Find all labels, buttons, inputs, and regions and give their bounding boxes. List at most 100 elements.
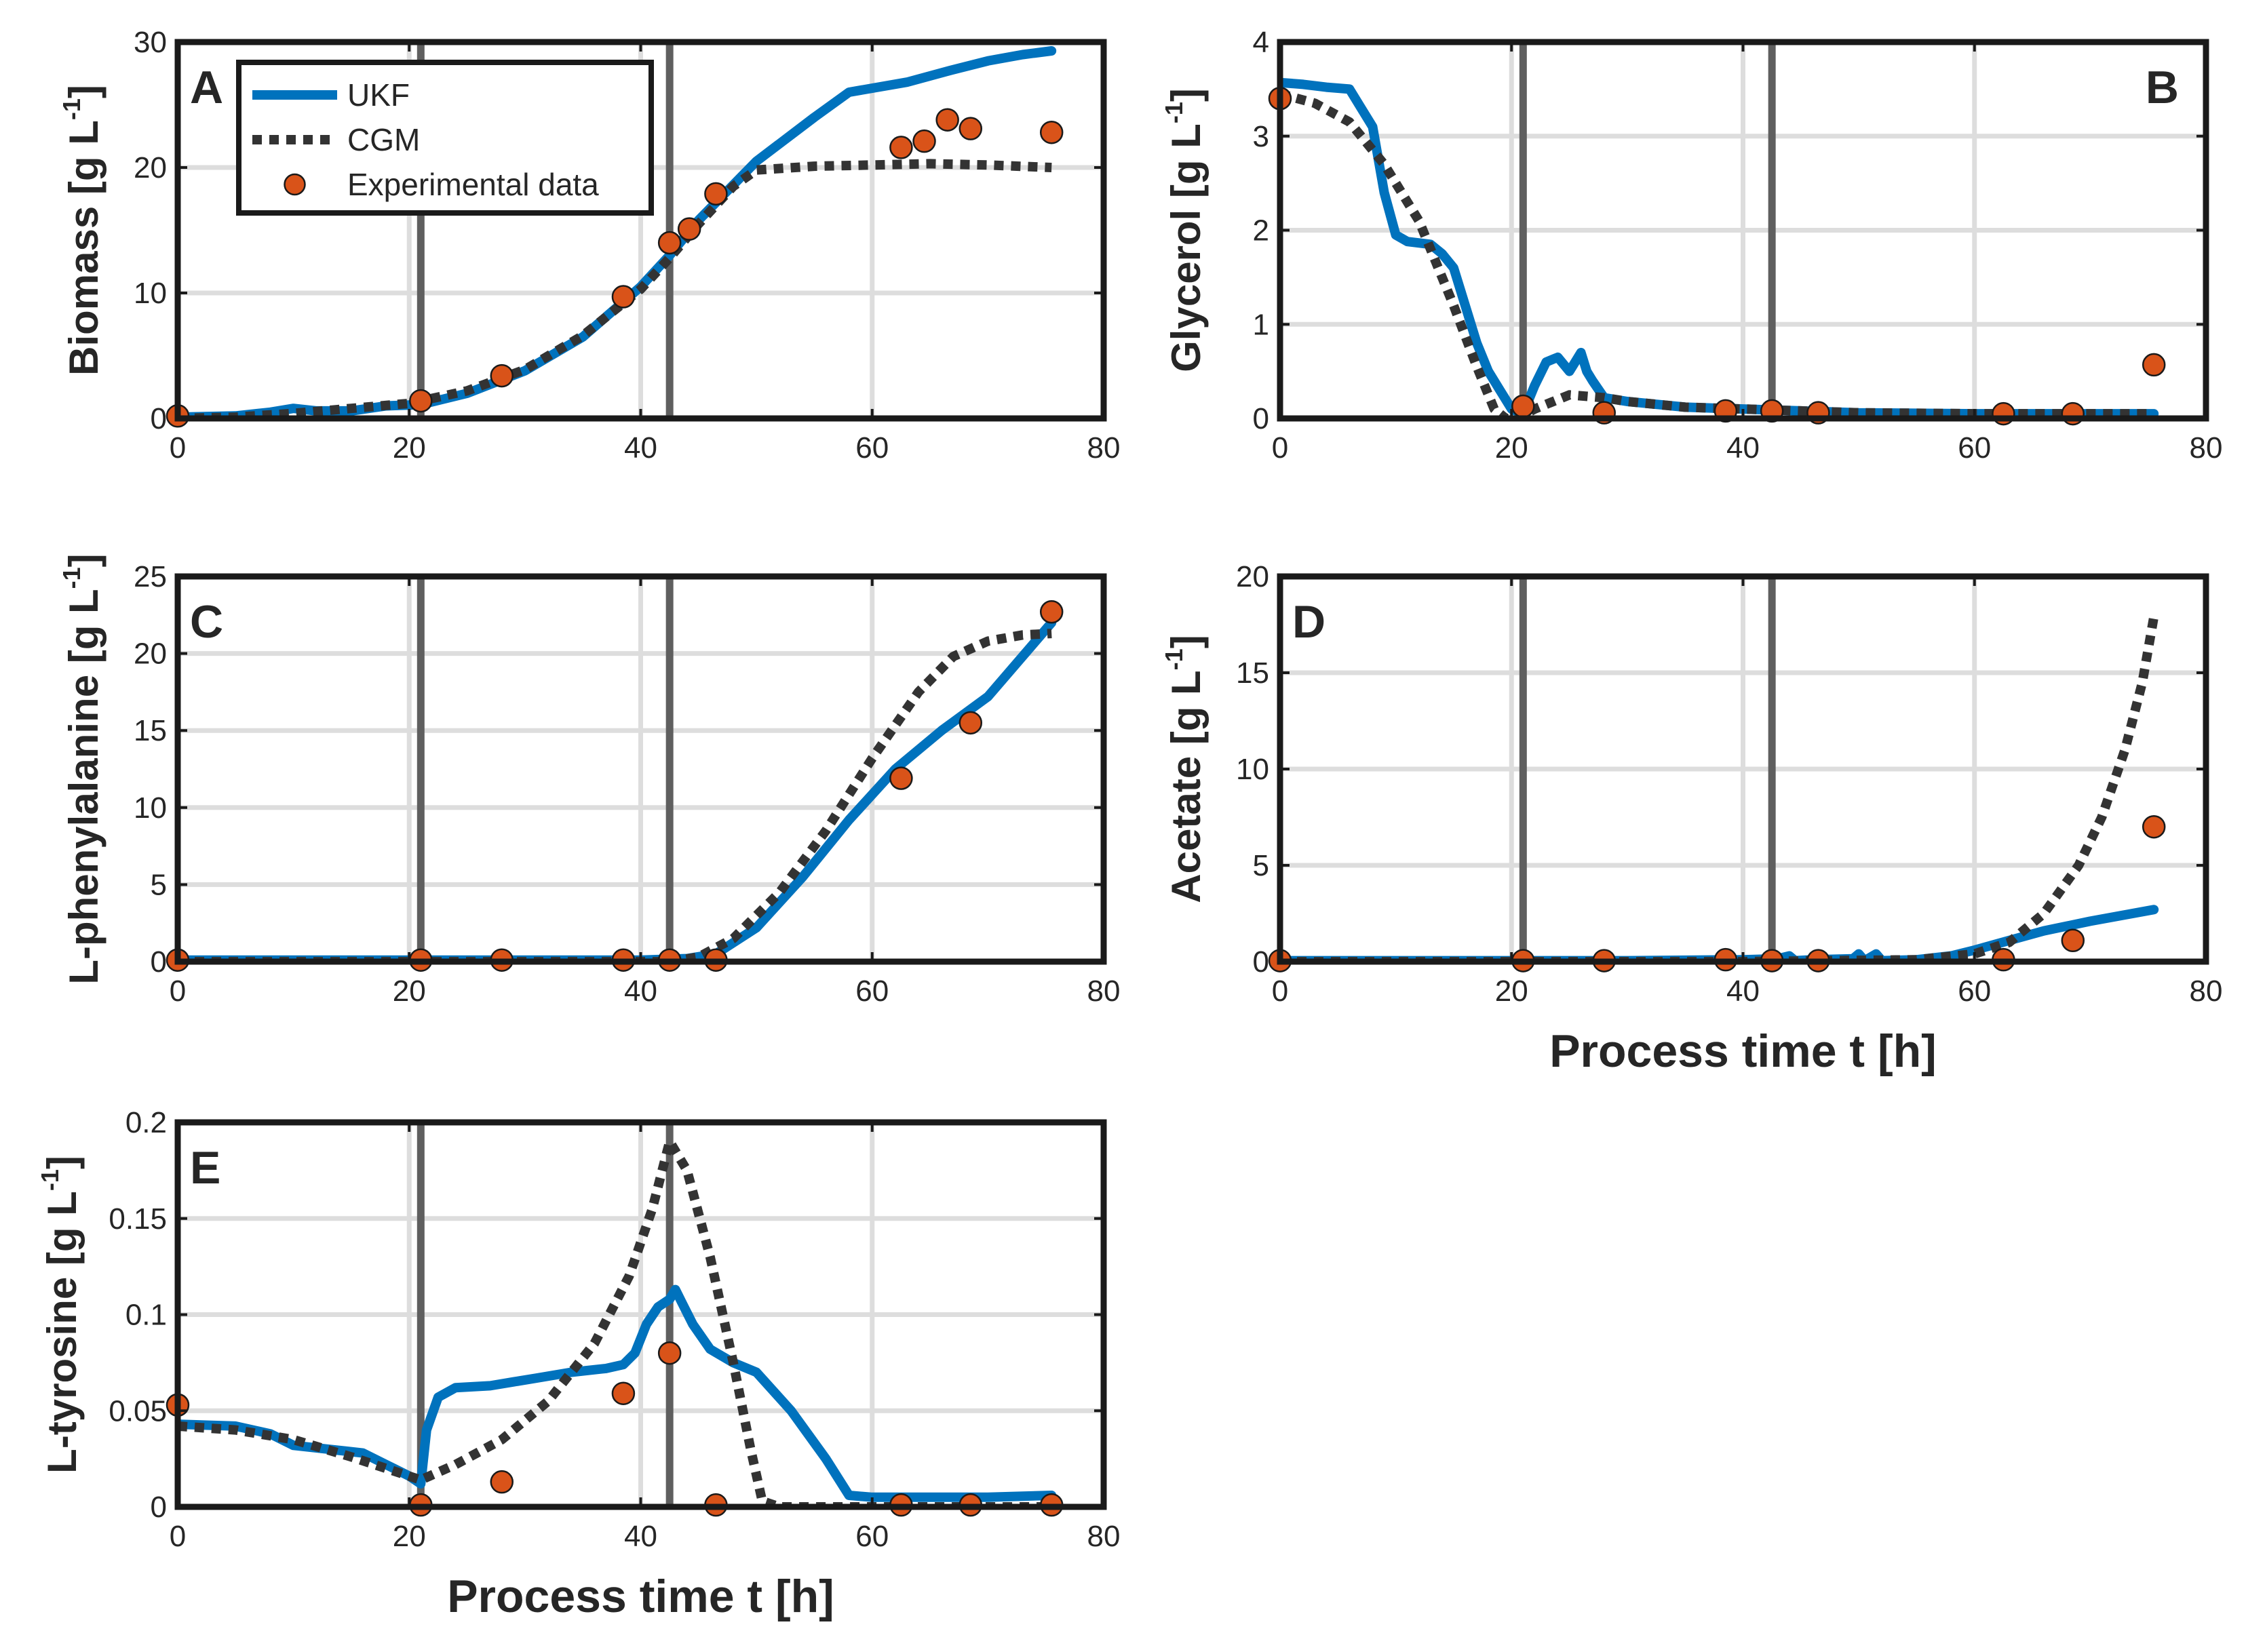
panel-a: 0 20 40 60 80 0 10 20 30 Biomass [g L-1] A UKF CGM Ex…: [58, 26, 1120, 465]
experimental-data-point: [490, 363, 514, 388]
y-tick-label: 2: [1253, 214, 1269, 248]
y-axis-label-sup: -1: [1160, 648, 1188, 670]
x-tick-label: 20: [393, 431, 426, 465]
panel-letter: A: [190, 62, 223, 113]
x-tick-label: 40: [624, 975, 657, 1008]
x-tick-label: 80: [2190, 975, 2223, 1008]
experimental-data-point: [935, 108, 959, 132]
cgm-line: [1280, 616, 2159, 962]
x-tick-label: 0: [1272, 431, 1288, 465]
y-axis-label-tail: ]: [1163, 88, 1209, 102]
legend-label: Experimental data: [347, 167, 599, 202]
experimental-data-point: [2061, 928, 2085, 953]
experimental-data-point: [409, 389, 433, 413]
x-tick-label: 20: [1495, 975, 1528, 1008]
panel-c: 0 20 40 60 80 0 5 10 15 20 25 L-phenylalanine [g L-…: [58, 553, 1120, 1008]
y-tick-label: 20: [134, 637, 167, 671]
x-tick-label: 80: [1087, 1520, 1121, 1553]
experimental-data-point: [1039, 120, 1064, 144]
y-axis-label-main: L-phenylalanine [g L: [61, 589, 107, 984]
y-tick-label: 0: [1253, 402, 1269, 435]
experimental-data-point: [1039, 600, 1064, 624]
y-tick-label: 20: [134, 151, 167, 184]
y-tick-label: 15: [1236, 656, 1269, 690]
y-axis-label-main: L-tyrosine [g L: [39, 1191, 85, 1474]
x-tick-label: 40: [624, 1520, 657, 1553]
y-tick-label: 25: [134, 560, 167, 593]
experimental-data-point: [657, 231, 682, 255]
experimental-data-point: [611, 285, 636, 309]
cgm-line: [178, 629, 1052, 962]
y-axis-label-sup: -1: [36, 1169, 64, 1191]
panel-letter: E: [190, 1142, 220, 1194]
y-tick-label: 5: [1253, 849, 1269, 882]
y-tick-label: 0: [151, 945, 167, 979]
y-tick-label: 20: [1236, 560, 1269, 593]
experimental-data-point: [677, 217, 701, 241]
y-tick-label: 0.15: [109, 1202, 167, 1236]
y-tick-label: 30: [134, 26, 167, 59]
y-axis-label-tail: ]: [61, 85, 107, 98]
y-axis-label: L-tyrosine [g L-1]: [36, 1156, 85, 1474]
y-tick-label: 5: [151, 868, 167, 901]
experimental-data-point: [704, 182, 728, 206]
x-axis-label: Process time t [h]: [1549, 1025, 1937, 1077]
legend-label: CGM: [347, 122, 420, 157]
y-tick-label: 0.2: [125, 1106, 167, 1139]
x-tick-label: 0: [170, 1520, 186, 1553]
panel-e: 0 20 40 60 80 0 0.05 0.1 0.15 0.2 L-tyrosine [g L-…: [36, 1106, 1120, 1622]
experimental-data-point: [912, 129, 936, 153]
experimental-data-point: [2142, 814, 2166, 839]
y-tick-label: 3: [1253, 120, 1269, 153]
panel-letter: C: [190, 596, 223, 648]
panel-b: 0 20 40 60 80 0 1 2 3 4 Glycerol [g L-1] B: [1160, 26, 2222, 465]
experimental-data-point: [1511, 394, 1535, 418]
y-tick-label: 0: [151, 1491, 167, 1524]
y-tick-label: 4: [1253, 26, 1269, 59]
x-tick-label: 60: [1958, 431, 1991, 465]
x-tick-label: 40: [1726, 975, 1760, 1008]
x-tick-label: 0: [170, 975, 186, 1008]
series-group: [178, 46, 1057, 418]
legend-label: UKF: [347, 77, 410, 113]
y-axis-label: L-phenylalanine [g L-1]: [58, 553, 107, 984]
x-tick-label: 40: [624, 431, 657, 465]
x-tick-label: 0: [170, 431, 186, 465]
x-tick-label: 60: [855, 1520, 889, 1553]
y-tick-label: 0.05: [109, 1394, 167, 1428]
y-tick-label: 1: [1253, 308, 1269, 341]
series-group: [178, 1137, 1057, 1507]
experimental-data-point: [611, 1381, 636, 1405]
y-axis-label: Biomass [g L-1]: [58, 85, 107, 376]
y-tick-label: 0.1: [125, 1299, 167, 1332]
x-tick-label: 40: [1726, 431, 1760, 465]
y-tick-label: 10: [1236, 753, 1269, 786]
y-axis-label-tail: ]: [39, 1156, 85, 1169]
x-tick-label: 20: [393, 975, 426, 1008]
experimental-data-point: [959, 711, 983, 735]
y-axis-label-main: Acetate [g L: [1163, 670, 1209, 903]
x-tick-label: 80: [1087, 975, 1121, 1008]
y-tick-label: 10: [134, 791, 167, 825]
legend: UKF CGM Experimental data: [236, 60, 654, 216]
experimental-data-point: [2142, 353, 2166, 377]
x-tick-label: 80: [2190, 431, 2223, 465]
experimental-data-point: [657, 1341, 682, 1365]
cgm-line: [1280, 89, 2154, 418]
y-tick-label: 0: [151, 402, 167, 435]
legend-swatch-marker: [284, 173, 306, 196]
x-tick-label: 60: [855, 431, 889, 465]
y-axis-label: Acetate [g L-1]: [1160, 635, 1209, 903]
experimental-data-point: [490, 1470, 514, 1494]
y-axis-label-sup: -1: [1160, 102, 1188, 123]
x-tick-label: 20: [1495, 431, 1528, 465]
y-tick-label: 15: [134, 714, 167, 747]
x-tick-label: 0: [1272, 975, 1288, 1008]
panel-d: 0 20 40 60 80 0 5 10 15 20 Acetate [g L-1] Process …: [1160, 560, 2222, 1077]
x-tick-label: 60: [1958, 975, 1991, 1008]
cgm-line: [178, 1137, 1052, 1507]
y-axis-label-tail: ]: [1163, 635, 1209, 648]
experimental-data-point: [889, 136, 913, 159]
